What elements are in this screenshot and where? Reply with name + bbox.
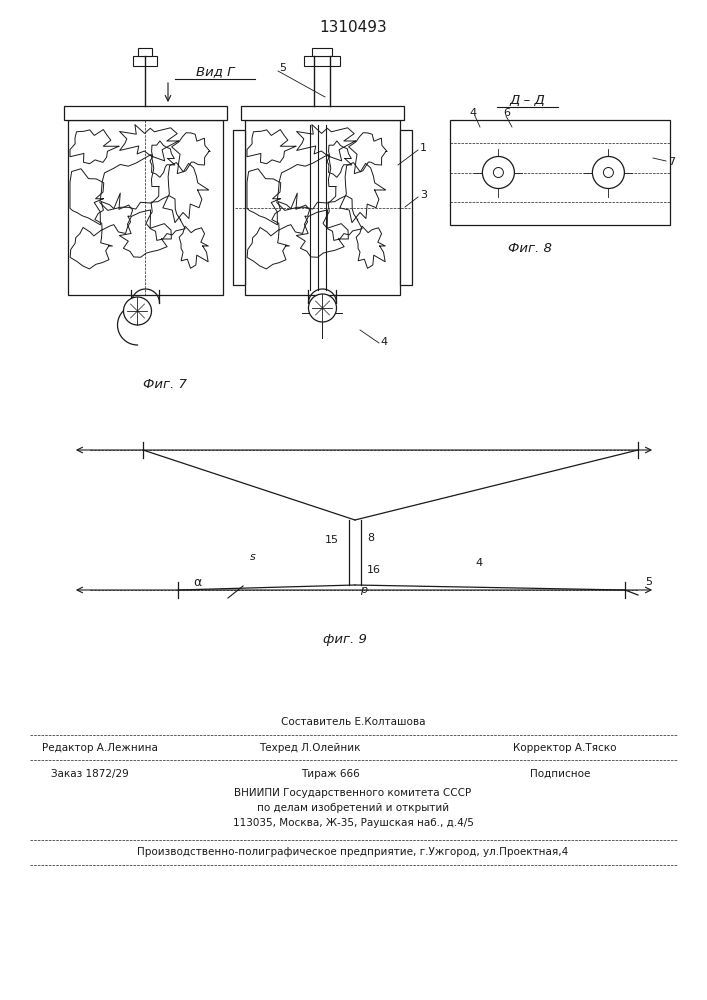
Bar (233, 130, 245, 285)
Bar (245, 120, 400, 295)
Circle shape (482, 156, 515, 188)
Text: фиг. 9: фиг. 9 (323, 634, 367, 647)
Text: 1: 1 (420, 143, 427, 153)
Text: s: s (250, 552, 256, 562)
Text: 8: 8 (367, 533, 374, 543)
Bar (450, 120, 670, 225)
Bar (134, 56, 158, 66)
Text: 4: 4 (380, 337, 387, 347)
Bar (241, 106, 404, 120)
Bar (64, 106, 227, 120)
Circle shape (493, 167, 503, 178)
Circle shape (603, 167, 614, 178)
Text: Техред Л.Олейник: Техред Л.Олейник (259, 743, 361, 753)
Text: Вид Г: Вид Г (196, 66, 234, 79)
Text: Тираж 666: Тираж 666 (300, 769, 359, 779)
Bar (68, 120, 223, 295)
Text: 5: 5 (645, 577, 652, 587)
Text: 7: 7 (668, 157, 675, 167)
Text: по делам изобретений и открытий: по делам изобретений и открытий (257, 803, 449, 813)
Circle shape (308, 294, 337, 322)
Text: Составитель Е.Колташова: Составитель Е.Колташова (281, 717, 425, 727)
Text: Подписное: Подписное (530, 769, 590, 779)
Bar (139, 48, 153, 56)
Circle shape (592, 156, 624, 188)
Text: 1310493: 1310493 (319, 20, 387, 35)
Text: Производственно-полиграфическое предприятие, г.Ужгород, ул.Проектная,4: Производственно-полиграфическое предприя… (137, 847, 568, 857)
Bar (312, 48, 332, 56)
Text: 5: 5 (279, 63, 286, 73)
Text: 6: 6 (503, 108, 510, 118)
Text: 4: 4 (475, 558, 482, 568)
Text: 15: 15 (325, 535, 339, 545)
Text: 16: 16 (367, 565, 381, 575)
Text: Фиг. 8: Фиг. 8 (508, 241, 552, 254)
Circle shape (124, 297, 151, 325)
Text: p: p (360, 585, 367, 595)
Bar (400, 130, 412, 285)
Text: Фиг. 7: Фиг. 7 (143, 378, 187, 391)
Text: 113035, Москва, Ж-35, Раушская наб., д.4/5: 113035, Москва, Ж-35, Раушская наб., д.4… (233, 818, 474, 828)
Text: α: α (193, 576, 201, 588)
Bar (305, 56, 341, 66)
Text: Заказ 1872/29: Заказ 1872/29 (51, 769, 129, 779)
Text: Д – Д: Д – Д (509, 94, 545, 106)
Text: Корректор А.Тяско: Корректор А.Тяско (513, 743, 617, 753)
Text: 4: 4 (469, 108, 476, 118)
Text: Редактор А.Лежнина: Редактор А.Лежнина (42, 743, 158, 753)
Text: ВНИИПИ Государственного комитета СССР: ВНИИПИ Государственного комитета СССР (235, 788, 472, 798)
Text: 3: 3 (420, 190, 427, 200)
